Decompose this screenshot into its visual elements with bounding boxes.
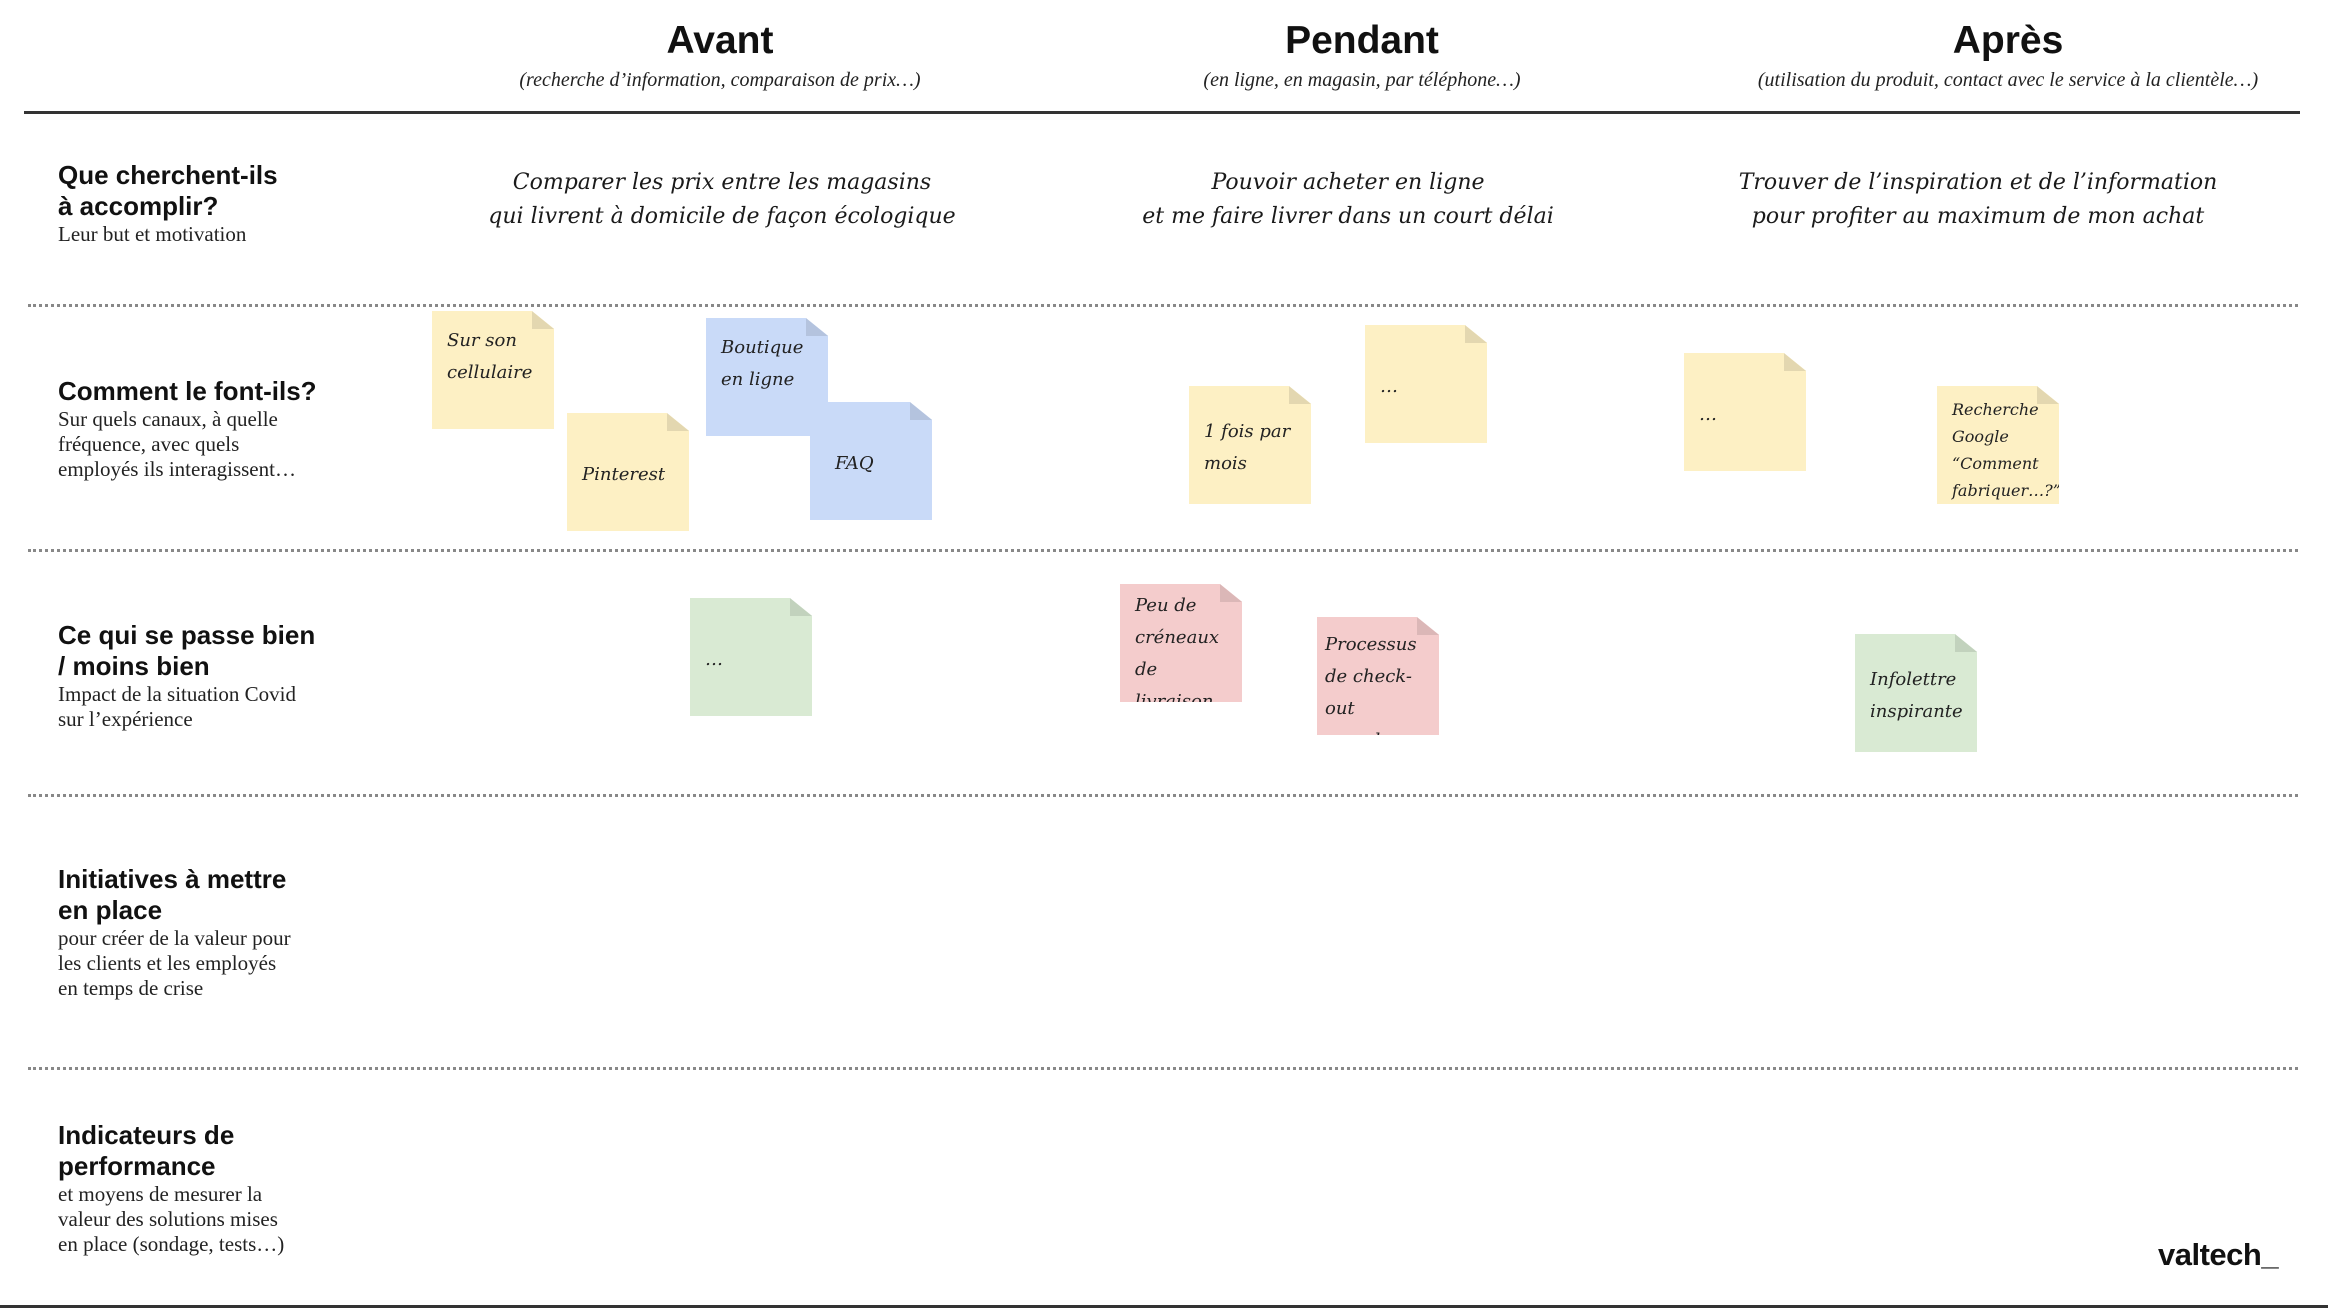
sticky-text: …: [1699, 404, 1717, 425]
row-description: Impact de la situation Covid: [58, 682, 296, 706]
sticky-note[interactable]: …: [690, 598, 812, 716]
column-title: Pendant: [1285, 19, 1439, 62]
sticky-fold: [1417, 617, 1439, 635]
sticky-note[interactable]: …: [1684, 353, 1806, 471]
sticky-text: Recherche: [1952, 400, 2039, 419]
sticky-text: mois: [1204, 453, 1247, 474]
row-title: Comment le font-ils?: [58, 376, 317, 406]
sticky-fold: [2037, 386, 2059, 404]
sticky-text: Google: [1952, 427, 2009, 446]
goal-line: pour profiter au maximum de mon achat: [1751, 204, 2205, 229]
sticky-text: Sur son: [447, 330, 517, 351]
sticky-text: de check-out: [1325, 666, 1412, 719]
row-description: et moyens de mesurer la: [58, 1182, 263, 1206]
sticky-note[interactable]: Peu de créneaux de livraison: [1120, 584, 1242, 702]
column-subtitle: (utilisation du produit, contact avec le…: [1757, 69, 2259, 91]
goal-apres: Trouver de l’inspiration et de l’informa…: [1668, 166, 2288, 234]
row-divider: [28, 304, 2298, 307]
goal-line: Trouver de l’inspiration et de l’informa…: [1738, 170, 2218, 195]
row-description: en place (sondage, tests…): [58, 1232, 285, 1256]
valtech-logo: valtech_: [2158, 1237, 2279, 1272]
sticky-fold: [1465, 325, 1487, 343]
sticky-text: Boutique: [721, 337, 804, 358]
sticky-text: …: [705, 649, 723, 670]
sticky-fold: [910, 402, 932, 420]
column-title: Après: [1952, 19, 2064, 62]
row-description: Leur but et motivation: [58, 222, 247, 246]
row-description: valeur des solutions mises: [58, 1207, 278, 1231]
header-divider: [24, 111, 2300, 114]
goal-line: Comparer les prix entre les magasins: [512, 170, 932, 195]
column-header-avant: Avant (recherche d’information, comparai…: [380, 18, 1060, 94]
sticky-note[interactable]: Boutique en ligne: [706, 318, 828, 436]
sticky-note[interactable]: Pinterest: [567, 413, 689, 531]
row-title: Initiatives à mettre: [58, 864, 287, 894]
goal-line: et me faire livrer dans un court délai: [1142, 204, 1554, 229]
sticky-fold: [790, 598, 812, 616]
goal-pendant: Pouvoir acheter en ligne et me faire liv…: [1038, 166, 1658, 234]
row-divider: [28, 549, 2298, 552]
row-label-channels: Comment le font-ils? Sur quels canaux, à…: [58, 376, 358, 482]
row-title: / moins bien: [58, 651, 210, 681]
goal-line: Pouvoir acheter en ligne: [1211, 170, 1485, 195]
row-label-initiatives: Initiatives à mettre en place pour créer…: [58, 864, 358, 1001]
row-description: pour créer de la valeur pour: [58, 926, 291, 950]
row-title: performance: [58, 1151, 216, 1181]
sticky-fold: [1289, 386, 1311, 404]
sticky-note[interactable]: Sur son cellulaire: [432, 311, 554, 429]
row-title: Indicateurs de: [58, 1120, 235, 1150]
goal-avant: Comparer les prix entre les magasins qui…: [412, 166, 1032, 234]
sticky-text: fabriquer…?”: [1952, 481, 2061, 500]
column-header-apres: Après (utilisation du produit, contact a…: [1668, 18, 2328, 94]
row-label-goals: Que cherchent-ils à accomplir? Leur but …: [58, 160, 358, 247]
row-label-kpis: Indicateurs de performance et moyens de …: [58, 1120, 358, 1257]
sticky-text: Processus: [1325, 634, 1417, 655]
sticky-fold: [667, 413, 689, 431]
sticky-note[interactable]: Infolettre inspirante: [1855, 634, 1977, 752]
sticky-text: cellulaire: [447, 362, 533, 383]
sticky-text: de livraison: [1135, 659, 1214, 712]
sticky-fold: [532, 311, 554, 329]
row-description: Sur quels canaux, à quelle: [58, 407, 278, 431]
row-label-pain-points: Ce qui se passe bien / moins bien Impact…: [58, 620, 358, 732]
row-title: Ce qui se passe bien: [58, 620, 316, 650]
row-description: les clients et les employés: [58, 951, 277, 975]
sticky-note[interactable]: Processus de check-out complexe: [1317, 617, 1439, 735]
column-subtitle: (en ligne, en magasin, par téléphone…): [1203, 69, 1521, 91]
sticky-text: Pinterest: [582, 464, 666, 485]
sticky-text: en ligne: [721, 369, 795, 390]
row-description: employés ils interagissent…: [58, 457, 296, 481]
sticky-fold: [806, 318, 828, 336]
row-title: en place: [58, 895, 163, 925]
sticky-text: Peu de: [1135, 595, 1197, 616]
goal-line: qui livrent à domicile de façon écologiq…: [488, 204, 956, 229]
column-header-pendant: Pendant (en ligne, en magasin, par télép…: [1022, 18, 1702, 94]
row-divider: [28, 1067, 2298, 1070]
sticky-text: complexe: [1325, 730, 1412, 751]
row-description: sur l’expérience: [58, 707, 193, 731]
sticky-note[interactable]: FAQ: [810, 402, 932, 520]
sticky-text: 1 fois par: [1204, 421, 1291, 442]
row-title: à accomplir?: [58, 191, 219, 221]
sticky-fold: [1220, 584, 1242, 602]
column-subtitle: (recherche d’information, comparaison de…: [519, 69, 921, 91]
sticky-text: “Comment: [1952, 454, 2039, 473]
row-description: fréquence, avec quels: [58, 432, 240, 456]
sticky-text: FAQ: [835, 453, 874, 474]
sticky-text: créneaux: [1135, 627, 1220, 648]
sticky-text: …: [1380, 376, 1398, 397]
sticky-note[interactable]: Recherche Google “Comment fabriquer…?”: [1937, 386, 2059, 504]
row-title: Que cherchent-ils: [58, 160, 278, 190]
sticky-text: inspirante: [1870, 701, 1963, 722]
bottom-divider: [0, 1305, 2328, 1308]
row-description: en temps de crise: [58, 976, 204, 1000]
column-title: Avant: [666, 19, 774, 62]
sticky-note[interactable]: …: [1365, 325, 1487, 443]
sticky-fold: [1784, 353, 1806, 371]
sticky-text: Infolettre: [1870, 669, 1957, 690]
row-divider: [28, 794, 2298, 797]
sticky-fold: [1955, 634, 1977, 652]
sticky-note[interactable]: 1 fois par mois: [1189, 386, 1311, 504]
